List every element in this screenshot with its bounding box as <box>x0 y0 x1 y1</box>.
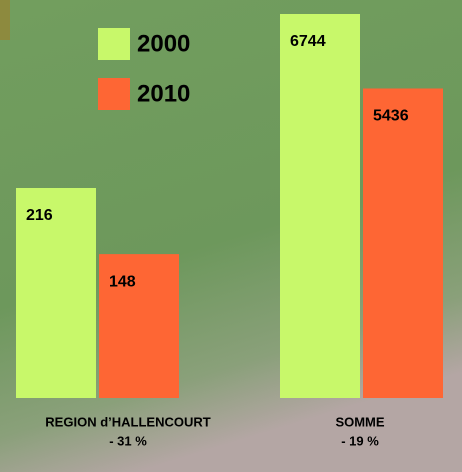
category-note: - 31 % <box>109 433 147 448</box>
value-label: 216 <box>26 207 53 224</box>
legend-swatch <box>98 78 130 110</box>
bar <box>280 14 360 398</box>
value-label: 5436 <box>373 108 409 125</box>
corner-strip <box>0 0 10 40</box>
category-label: REGION d’HALLENCOURT <box>45 414 210 429</box>
legend-label: 2000 <box>137 30 190 57</box>
value-label: 148 <box>109 273 136 290</box>
value-label: 6744 <box>290 33 326 50</box>
page: {"chart_data": {"type": "bar", "categori… <box>0 0 462 472</box>
bar <box>363 88 443 398</box>
category-note: - 19 % <box>341 433 379 448</box>
chart: 216 148 REGION d’HALLENCOURT - 31 % 6744 5436… <box>0 0 462 472</box>
legend-label: 2010 <box>137 80 190 107</box>
legend-swatch <box>98 28 130 60</box>
category-label: SOMME <box>335 414 384 429</box>
